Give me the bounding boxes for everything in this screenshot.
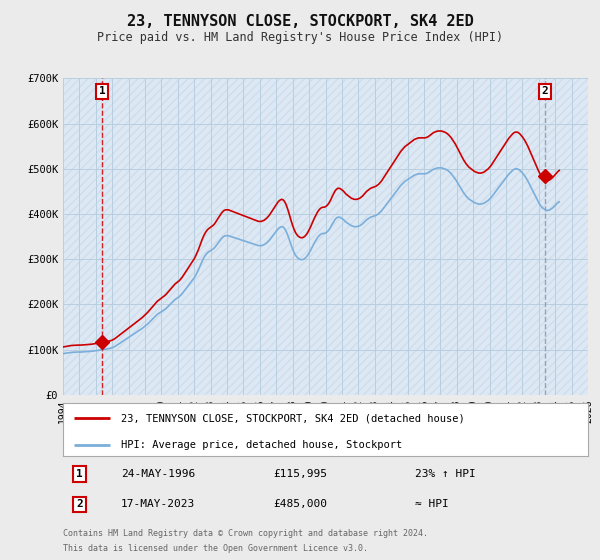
Text: Contains HM Land Registry data © Crown copyright and database right 2024.: Contains HM Land Registry data © Crown c… [63,529,428,538]
Text: 1: 1 [98,86,106,96]
Text: Price paid vs. HM Land Registry's House Price Index (HPI): Price paid vs. HM Land Registry's House … [97,31,503,44]
Text: £115,995: £115,995 [273,469,327,479]
Text: HPI: Average price, detached house, Stockport: HPI: Average price, detached house, Stoc… [121,440,402,450]
Text: 24-MAY-1996: 24-MAY-1996 [121,469,195,479]
Text: 23, TENNYSON CLOSE, STOCKPORT, SK4 2ED (detached house): 23, TENNYSON CLOSE, STOCKPORT, SK4 2ED (… [121,413,464,423]
Text: ≈ HPI: ≈ HPI [415,500,449,510]
Text: 2: 2 [542,86,548,96]
Text: 17-MAY-2023: 17-MAY-2023 [121,500,195,510]
Text: 23, TENNYSON CLOSE, STOCKPORT, SK4 2ED: 23, TENNYSON CLOSE, STOCKPORT, SK4 2ED [127,14,473,29]
Text: 2: 2 [76,500,83,510]
Text: 1: 1 [76,469,83,479]
Text: £485,000: £485,000 [273,500,327,510]
Text: 23% ↑ HPI: 23% ↑ HPI [415,469,476,479]
Text: This data is licensed under the Open Government Licence v3.0.: This data is licensed under the Open Gov… [63,544,368,553]
